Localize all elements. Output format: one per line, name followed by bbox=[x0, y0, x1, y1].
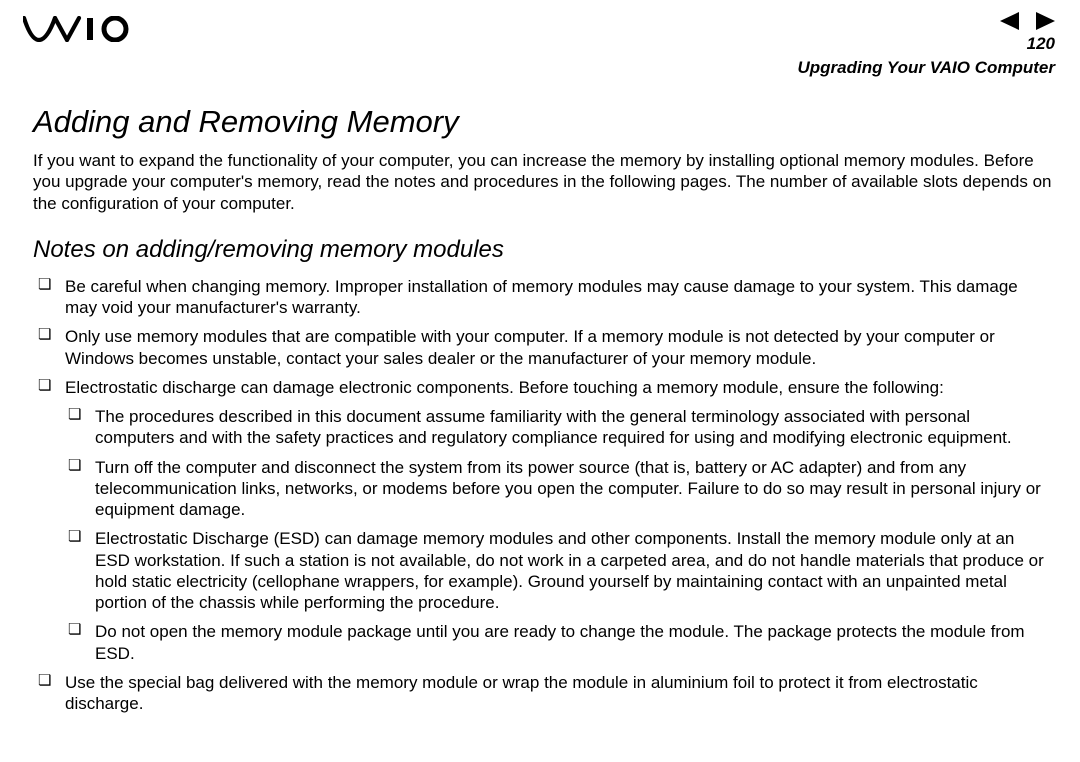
page-header: 120 Upgrading Your VAIO Computer bbox=[0, 0, 1080, 90]
heading-main: Adding and Removing Memory bbox=[33, 104, 1052, 140]
list-item: The procedures described in this documen… bbox=[95, 406, 1052, 449]
next-page-icon[interactable] bbox=[1036, 12, 1055, 30]
page-content: Adding and Removing Memory If you want t… bbox=[0, 104, 1080, 714]
page-number: 120 bbox=[1027, 34, 1055, 54]
sub-list: The procedures described in this documen… bbox=[65, 406, 1052, 664]
intro-paragraph: If you want to expand the functionality … bbox=[33, 150, 1052, 214]
list-item: Only use memory modules that are compati… bbox=[65, 326, 1052, 369]
list-item: Use the special bag delivered with the m… bbox=[65, 672, 1052, 715]
list-item: Electrostatic discharge can damage elect… bbox=[65, 377, 1052, 664]
section-title: Upgrading Your VAIO Computer bbox=[797, 58, 1055, 78]
vaio-logo bbox=[23, 16, 133, 47]
list-item: Electrostatic Discharge (ESD) can damage… bbox=[95, 528, 1052, 613]
prev-page-icon[interactable] bbox=[1000, 12, 1019, 30]
list-item: Do not open the memory module package un… bbox=[95, 621, 1052, 664]
list-item-text: Electrostatic discharge can damage elect… bbox=[65, 378, 944, 397]
list-item: Be careful when changing memory. Imprope… bbox=[65, 276, 1052, 319]
notes-list: Be careful when changing memory. Imprope… bbox=[33, 276, 1052, 715]
nav-arrows bbox=[1000, 12, 1055, 35]
list-item: Turn off the computer and disconnect the… bbox=[95, 457, 1052, 521]
heading-sub: Notes on adding/removing memory modules bbox=[33, 236, 1052, 264]
